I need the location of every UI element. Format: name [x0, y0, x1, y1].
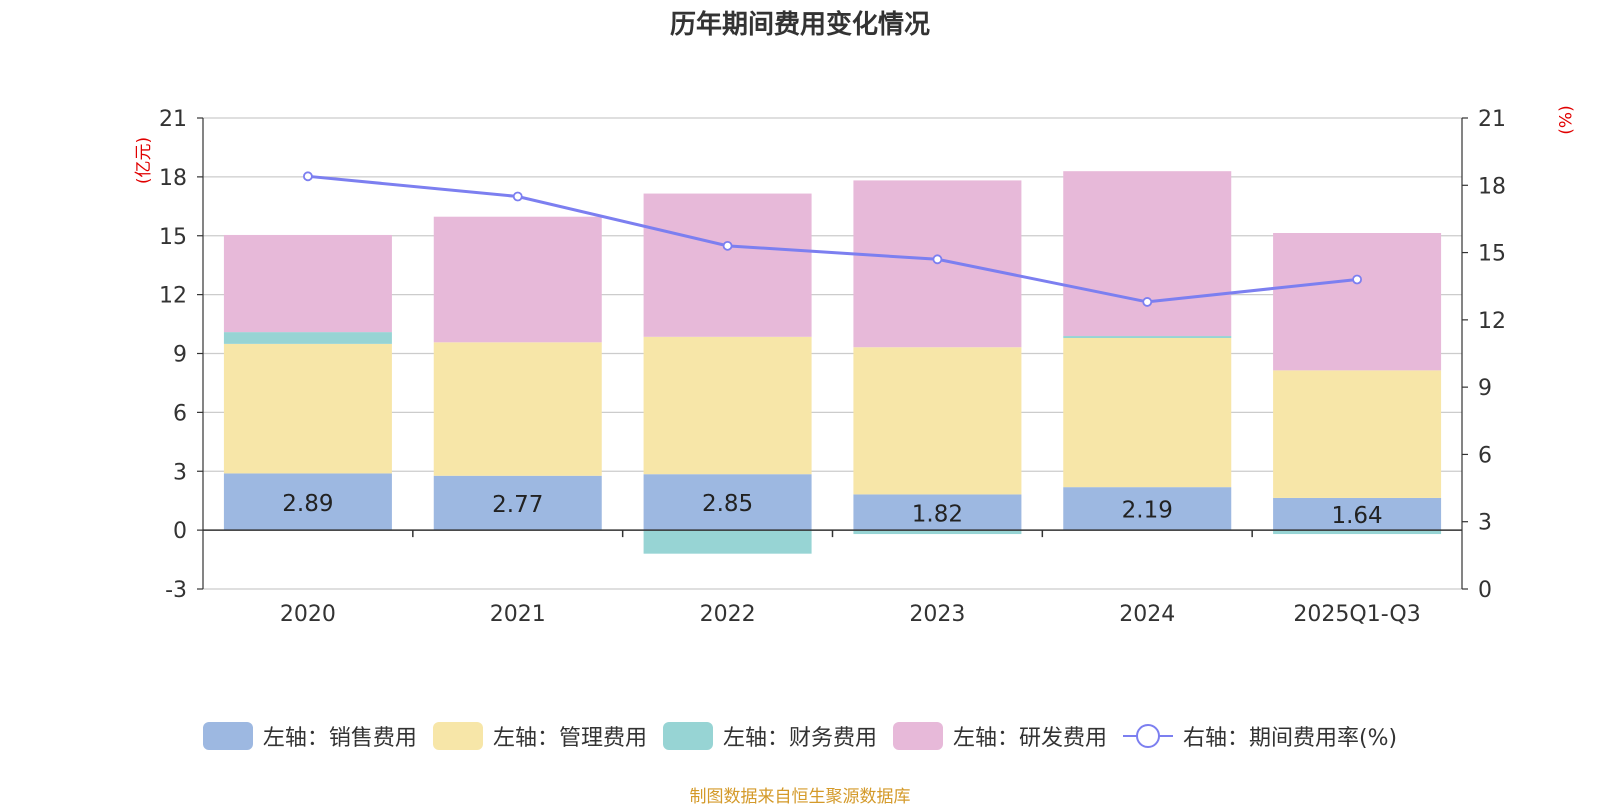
- right-axis-tick-label: 6: [1478, 443, 1492, 468]
- legend-swatch-rnd: [892, 722, 943, 750]
- bar-data-label: 2.19: [1122, 498, 1173, 524]
- legend-item-rnd[interactable]: 左轴：研发费用: [892, 720, 1107, 752]
- bar-finance: [853, 530, 1022, 535]
- chart-title: 历年期间费用变化情况: [669, 10, 930, 40]
- x-axis-tick-label: 2021: [490, 602, 546, 627]
- bar-finance: [223, 332, 392, 344]
- bar-data-label: 2.85: [702, 491, 753, 517]
- bar-admin: [223, 343, 392, 474]
- left-axis-tick-label: 21: [159, 107, 187, 132]
- bar-sales: [223, 473, 392, 531]
- bar-finance: [1273, 530, 1442, 535]
- right-axis-tick-label: 18: [1478, 174, 1506, 199]
- bar-sales: [1063, 487, 1232, 531]
- right-axis-tick-label: 0: [1478, 578, 1492, 603]
- bar-rnd: [223, 234, 392, 333]
- bar-admin: [1063, 337, 1232, 488]
- legend-label-rnd: 左轴：研发费用: [952, 726, 1107, 751]
- legend-item-finance[interactable]: 左轴：财务费用: [662, 720, 877, 752]
- x-axis-tick-label: 2023: [909, 602, 965, 627]
- left-axis-tick-label: 6: [173, 401, 187, 426]
- bar-sales: [853, 494, 1022, 531]
- bar-finance: [643, 530, 812, 554]
- x-axis-tick-label: 2020: [280, 602, 336, 627]
- bar-admin: [433, 342, 602, 476]
- bar-rnd: [1273, 233, 1442, 371]
- left-axis-tick-label: -3: [165, 578, 187, 603]
- legend-label-finance: 左轴：财务费用: [722, 726, 877, 751]
- right-axis-tick-label: 21: [1478, 107, 1506, 132]
- left-axis-tick-label: 9: [173, 343, 187, 368]
- right-axis-tick-label: 15: [1478, 242, 1506, 267]
- expense-ratio-point: [932, 254, 943, 265]
- bar-data-label: 1.82: [912, 501, 963, 527]
- legend-item-sales[interactable]: 左轴：销售费用: [202, 720, 417, 752]
- x-axis-tick-label: 2025Q1-Q3: [1293, 602, 1420, 627]
- legend-item-expense-ratio[interactable]: 右轴：期间费用率(%): [1122, 720, 1398, 752]
- bar-sales: [433, 475, 602, 531]
- right-axis-tick-label: 3: [1478, 511, 1492, 536]
- bar-rnd: [643, 193, 812, 337]
- left-axis-tick-label: 15: [159, 225, 187, 250]
- legend-line-icon: [1122, 722, 1173, 750]
- left-axis-tick-label: 0: [173, 519, 187, 544]
- expense-ratio-point: [722, 240, 733, 251]
- legend-swatch-admin: [432, 722, 483, 750]
- left-axis-tick-label: 3: [173, 460, 187, 485]
- bar-data-label: 2.77: [492, 492, 543, 518]
- legend-label-sales: 左轴：销售费用: [262, 726, 417, 751]
- bar-data-label: 1.64: [1331, 503, 1382, 529]
- expense-ratio-point: [512, 191, 523, 202]
- bar-rnd: [1063, 171, 1232, 337]
- legend-label-expense-ratio: 右轴：期间费用率(%): [1182, 726, 1398, 751]
- data-source-note: 制图数据来自恒生聚源数据库: [689, 787, 911, 807]
- expense-ratio-point: [1142, 297, 1153, 307]
- legend-swatch-finance: [662, 722, 713, 750]
- expense-ratio-line: [307, 174, 1358, 304]
- expense-ratio-point: [303, 171, 313, 182]
- bar-admin: [643, 336, 812, 475]
- legend-item-admin[interactable]: 左轴：管理费用: [432, 720, 647, 752]
- expense-ratio-point: [1352, 274, 1362, 285]
- x-axis-tick-label: 2024: [1119, 602, 1175, 627]
- legend-swatch-sales: [202, 722, 253, 750]
- bar-admin: [853, 347, 1022, 495]
- x-axis-tick-label: 2022: [700, 602, 756, 627]
- bar-sales: [1273, 497, 1442, 531]
- left-axis-tick-label: 12: [159, 284, 187, 309]
- bar-finance: [1063, 336, 1232, 338]
- left-axis-tick-label: 18: [159, 166, 187, 191]
- legend-label-admin: 左轴：管理费用: [492, 726, 647, 751]
- legend: 左轴：销售费用 左轴：管理费用 左轴：财务费用 左轴：研发费用 右轴：期间费用率…: [0, 720, 1600, 752]
- bar-sales: [643, 474, 812, 531]
- bar-rnd: [433, 216, 602, 343]
- right-axis-tick-label: 9: [1478, 376, 1492, 401]
- bar-data-label: 2.89: [282, 491, 333, 517]
- bar-admin: [1273, 370, 1442, 498]
- right-axis-tick-label: 12: [1478, 309, 1506, 334]
